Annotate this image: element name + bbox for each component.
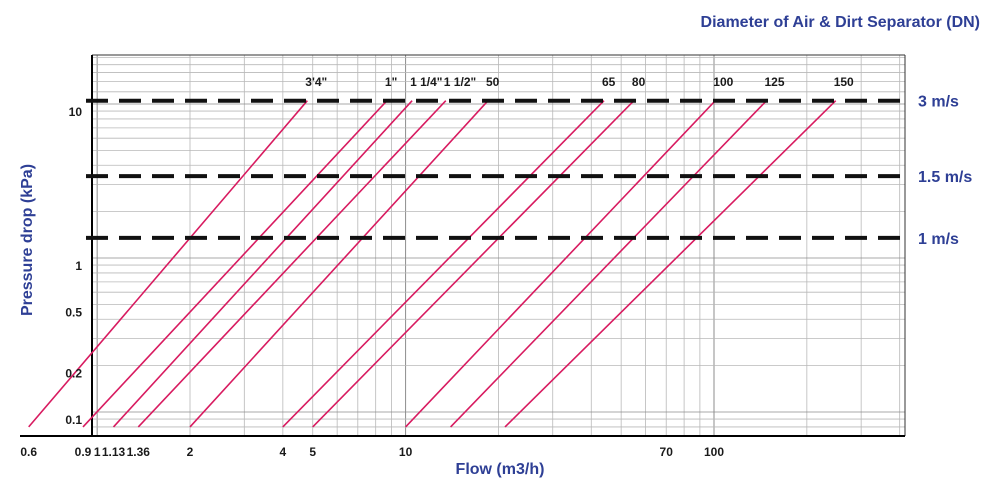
y-tick-label: 0.1 — [65, 413, 82, 427]
x-tick-label: 0.6 — [20, 445, 37, 459]
velocity-label: 3 m/s — [918, 94, 959, 111]
grid-lines — [92, 55, 905, 436]
series-label: 1" — [385, 75, 397, 89]
x-tick-label: 1.13 — [102, 445, 126, 459]
series-label: 80 — [632, 75, 646, 89]
series-label: 65 — [602, 75, 616, 89]
series-label: 150 — [834, 75, 854, 89]
series-line — [137, 100, 447, 428]
series-label: 3'4" — [305, 75, 327, 89]
x-tick-label: 100 — [704, 445, 724, 459]
velocity-lines-group — [86, 98, 905, 240]
x-tick-label: 70 — [660, 445, 674, 459]
y-axis-label: Pressure drop (kPa) — [19, 164, 36, 316]
x-tick-label: 0.9 — [75, 445, 92, 459]
y-tick-label: 1 — [75, 259, 82, 273]
chart-title: Diameter of Air & Dirt Separator (DN) — [701, 14, 980, 31]
series-line — [405, 100, 716, 428]
series-line — [189, 100, 489, 428]
velocity-label: 1 m/s — [918, 231, 959, 248]
y-tick-label: 10 — [69, 105, 83, 119]
x-tick-label: 10 — [399, 445, 413, 459]
series-line — [312, 100, 635, 428]
x-axis-label: Flow (m3/h) — [456, 461, 545, 478]
series-line — [82, 100, 388, 428]
series-line — [282, 100, 605, 428]
series-line — [112, 100, 413, 428]
series-label: 1 1/4" — [410, 75, 442, 89]
series-line — [450, 100, 768, 428]
series-group — [28, 100, 837, 428]
series-label: 125 — [765, 75, 785, 89]
x-tick-label: 5 — [309, 445, 316, 459]
series-label: 1 1/2" — [444, 75, 476, 89]
series-label: 50 — [486, 75, 500, 89]
y-tick-label: 0.5 — [65, 305, 82, 319]
velocity-label: 1.5 m/s — [918, 169, 972, 186]
x-tick-label: 1.36 — [127, 445, 151, 459]
x-tick-label: 2 — [187, 445, 194, 459]
series-label: 100 — [713, 75, 733, 89]
x-tick-label: 1 — [94, 445, 101, 459]
series-line — [504, 100, 837, 428]
x-tick-label: 4 — [279, 445, 286, 459]
y-tick-label: 0.2 — [65, 367, 82, 381]
series-line — [28, 100, 308, 428]
